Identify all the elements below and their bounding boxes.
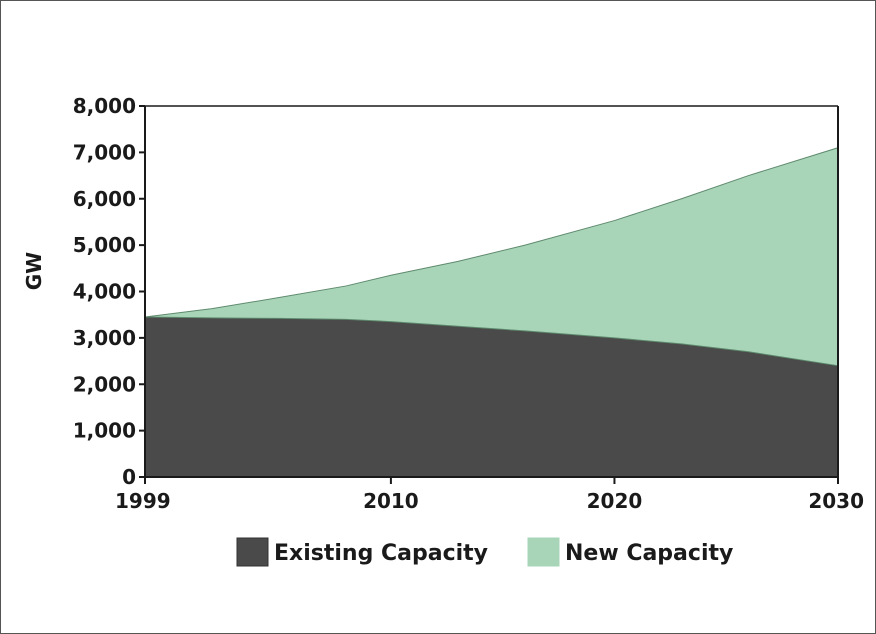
x-tick-label: 1999	[115, 489, 171, 513]
y-tick-label: 1,000	[73, 419, 136, 443]
x-tick-label: 2020	[587, 489, 643, 513]
x-ticks: 1999 2010 2020 2030	[115, 477, 864, 513]
legend-label: Existing Capacity	[274, 541, 488, 566]
legend-label: New Capacity	[565, 541, 733, 566]
legend-swatch-new-capacity	[528, 538, 559, 566]
y-ticks: 0 1,000 2,000 3,000 4,000 5,000 6,000 7,000 8,00…	[73, 94, 145, 489]
y-axis-title: GW	[22, 252, 46, 290]
legend-swatch-existing-capacity	[237, 538, 268, 566]
legend: Existing Capacity New Capacity	[237, 538, 733, 566]
y-tick-label: 4,000	[73, 280, 136, 304]
y-tick-label: 8,000	[73, 94, 136, 118]
y-tick-label: 5,000	[73, 233, 136, 257]
y-tick-label: 0	[122, 465, 136, 489]
plot-areas	[145, 148, 838, 477]
y-tick-label: 6,000	[73, 187, 136, 211]
y-tick-label: 3,000	[73, 326, 136, 350]
y-tick-label: 7,000	[73, 140, 136, 164]
y-tick-label: 2,000	[73, 372, 136, 396]
x-tick-label: 2030	[808, 489, 864, 513]
x-tick-label: 2010	[363, 489, 419, 513]
